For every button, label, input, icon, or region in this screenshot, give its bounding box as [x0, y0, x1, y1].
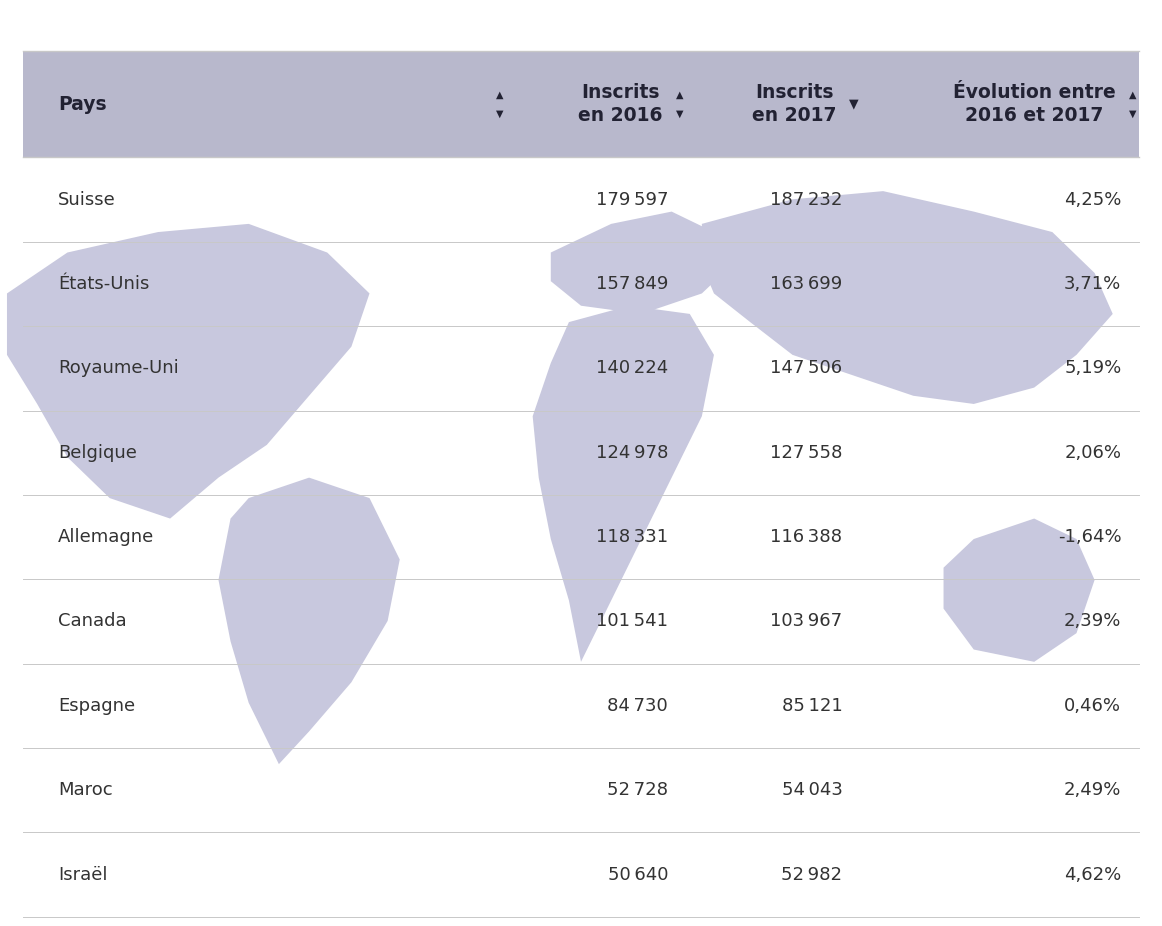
Text: ▲: ▲	[496, 90, 503, 100]
Bar	[23, 748, 1139, 832]
Polygon shape	[7, 224, 370, 519]
Text: 4,25%: 4,25%	[1064, 191, 1121, 208]
Text: 2,49%: 2,49%	[1064, 782, 1121, 799]
Bar	[23, 580, 1139, 664]
Text: 4,62%: 4,62%	[1064, 866, 1121, 883]
Text: 187 232: 187 232	[770, 191, 842, 208]
Text: États-Unis: États-Unis	[58, 275, 150, 293]
Polygon shape	[218, 478, 400, 764]
Text: 5,19%: 5,19%	[1064, 359, 1121, 377]
Text: 50 640: 50 640	[608, 866, 668, 883]
Bar	[23, 664, 1139, 748]
Text: ▼: ▼	[849, 97, 859, 111]
Text: 52 728: 52 728	[608, 782, 668, 799]
Text: 124 978: 124 978	[596, 444, 668, 462]
Text: 2,39%: 2,39%	[1064, 612, 1121, 631]
Bar	[23, 410, 1139, 494]
Text: 103 967: 103 967	[770, 612, 842, 631]
Bar	[23, 832, 1139, 917]
Text: ▲: ▲	[676, 90, 683, 100]
Text: 0,46%: 0,46%	[1064, 697, 1121, 715]
Text: Évolution entre
2016 et 2017: Évolution entre 2016 et 2017	[953, 83, 1116, 125]
Text: 147 506: 147 506	[770, 359, 842, 377]
Text: 84 730: 84 730	[608, 697, 668, 715]
Text: 157 849: 157 849	[596, 275, 668, 293]
Text: Israël: Israël	[58, 866, 108, 883]
Text: Allemagne: Allemagne	[58, 528, 155, 546]
Text: ▼: ▼	[496, 108, 503, 119]
Polygon shape	[944, 519, 1095, 662]
Bar	[23, 157, 1139, 242]
Text: ▼: ▼	[1129, 108, 1136, 119]
Polygon shape	[551, 211, 732, 314]
Text: 163 699: 163 699	[770, 275, 842, 293]
Text: -1,64%: -1,64%	[1057, 528, 1121, 546]
Text: Maroc: Maroc	[58, 782, 113, 799]
Text: 118 331: 118 331	[596, 528, 668, 546]
Bar	[23, 326, 1139, 410]
Bar	[23, 242, 1139, 326]
Text: ▼: ▼	[676, 108, 683, 119]
Text: Espagne: Espagne	[58, 697, 135, 715]
Text: Royaume-Uni: Royaume-Uni	[58, 359, 179, 377]
Text: 3,71%: 3,71%	[1064, 275, 1121, 293]
Text: 54 043: 54 043	[782, 782, 842, 799]
Bar	[23, 51, 1139, 157]
Text: Pays: Pays	[58, 94, 107, 114]
Text: 101 541: 101 541	[596, 612, 668, 631]
Bar	[23, 494, 1139, 580]
Text: 140 224: 140 224	[596, 359, 668, 377]
Text: Belgique: Belgique	[58, 444, 137, 462]
Text: Suisse: Suisse	[58, 191, 116, 208]
Text: Inscrits
en 2016: Inscrits en 2016	[578, 83, 662, 125]
Text: 127 558: 127 558	[770, 444, 842, 462]
Polygon shape	[702, 191, 1113, 404]
Text: 179 597: 179 597	[596, 191, 668, 208]
Text: Canada: Canada	[58, 612, 127, 631]
Text: Inscrits
en 2017: Inscrits en 2017	[752, 83, 837, 125]
Text: 116 388: 116 388	[770, 528, 842, 546]
Text: 52 982: 52 982	[782, 866, 842, 883]
Text: ▲: ▲	[1129, 90, 1136, 100]
Polygon shape	[532, 306, 713, 662]
Text: 2,06%: 2,06%	[1064, 444, 1121, 462]
Text: 85 121: 85 121	[782, 697, 842, 715]
